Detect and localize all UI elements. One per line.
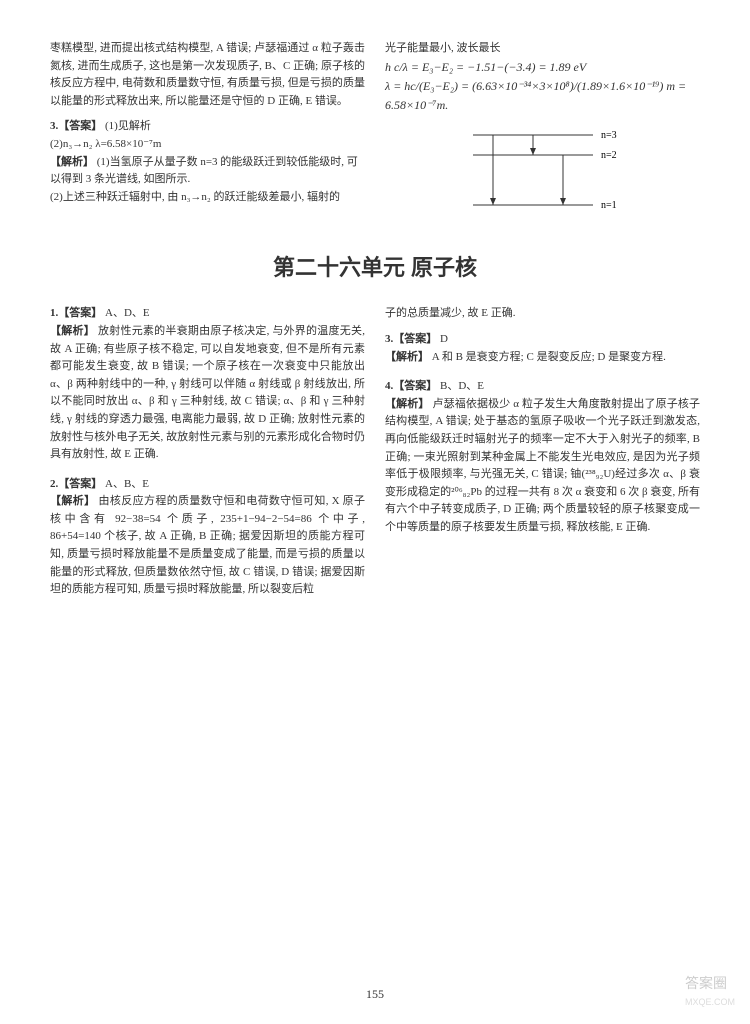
q2-analysis-text: 由核反应方程的质量数守恒和电荷数守恒可知, X 原子核中含有 92−38=54 …	[50, 495, 365, 595]
formula-1: h c/λ = E₃−E₂ = −1.51−(−3.4) = 1.89 eV	[385, 58, 700, 77]
q2-analysis: 【解析】 由核反应方程的质量数守恒和电荷数守恒可知, X 原子核中含有 92−3…	[50, 493, 365, 599]
q3b-analysis: 【解析】 A 和 B 是衰变方程; C 是裂变反应; D 是聚变方程.	[385, 349, 700, 367]
bottom-section: 1.【答案】 A、D、E 【解析】 放射性元素的半衰期由原子核决定, 与外界的温…	[50, 305, 700, 611]
q1-answer-line: 1.【答案】 A、D、E	[50, 305, 365, 323]
watermark-text: 答案圈	[685, 972, 735, 994]
n3-label: n=3	[601, 130, 617, 141]
continuation-paragraph: 枣糕模型, 进而提出核式结构模型, A 错误; 卢瑟福通过 α 粒子轰击氮核, …	[50, 40, 365, 110]
watermark: 答案圈 MXQE.COM	[685, 972, 735, 1009]
formula-2: λ = hc/(E₃−E₂) = (6.63×10⁻³⁴×3×10⁸)/(1.8…	[385, 77, 700, 115]
answer-label: 2.【答案】	[50, 478, 102, 490]
bottom-left-column: 1.【答案】 A、D、E 【解析】 放射性元素的半衰期由原子核决定, 与外界的温…	[50, 305, 365, 611]
q3-answer-line: 3.【答案】 (1)见解析	[50, 118, 365, 136]
question-1: 1.【答案】 A、D、E 【解析】 放射性元素的半衰期由原子核决定, 与外界的温…	[50, 305, 365, 463]
q4-answer-text: B、D、E	[440, 380, 484, 392]
n1-label: n=1	[601, 200, 617, 211]
question-2: 2.【答案】 A、B、E 【解析】 由核反应方程的质量数守恒和电荷数守恒可知, …	[50, 476, 365, 599]
analysis-label: 【解析】	[50, 325, 95, 337]
bottom-right-column: 子的总质量减少, 故 E 正确. 3.【答案】 D 【解析】 A 和 B 是衰变…	[385, 305, 700, 611]
analysis-label: 【解析】	[50, 156, 94, 168]
watermark-sub: MXQE.COM	[685, 995, 735, 1009]
q4-analysis-text: 卢瑟福依据极少 α 粒子发生大角度散射提出了原子核子结构模型, A 错误; 处于…	[385, 398, 700, 533]
answer-label: 4.【答案】	[385, 380, 437, 392]
page-number: 155	[366, 985, 384, 1004]
answer-label: 1.【答案】	[50, 307, 102, 319]
q3b-analysis-text: A 和 B 是衰变方程; C 是裂变反应; D 是聚变方程.	[432, 351, 666, 363]
q3b-answer-text: D	[440, 333, 448, 345]
answer-label: 3.【答案】	[385, 333, 437, 345]
q1-analysis: 【解析】 放射性元素的半衰期由原子核决定, 与外界的温度无关, 故 A 正确; …	[50, 323, 365, 464]
q3-analysis-text1: (1)当氢原子从量子数 n=3 的能级跃迁到较低能级时, 可以得到 3 条光谱线…	[50, 156, 358, 186]
question-3-bottom: 3.【答案】 D 【解析】 A 和 B 是衰变方程; C 是裂变反应; D 是聚…	[385, 331, 700, 366]
q2-answer-line: 2.【答案】 A、B、E	[50, 476, 365, 494]
q4-analysis: 【解析】 卢瑟福依据极少 α 粒子发生大角度散射提出了原子核子结构模型, A 错…	[385, 396, 700, 537]
continuation-right: 子的总质量减少, 故 E 正确.	[385, 305, 700, 323]
q3b-answer-line: 3.【答案】 D	[385, 331, 700, 349]
unit-title: 第二十六单元 原子核	[50, 250, 700, 285]
top-section: 枣糕模型, 进而提出核式结构模型, A 错误; 卢瑟福通过 α 粒子轰击氮核, …	[50, 40, 700, 225]
q2-answer-text: A、B、E	[105, 478, 149, 490]
answer-label: 3.【答案】	[50, 120, 102, 132]
q3-answer-text: (1)见解析	[105, 120, 151, 132]
analysis-label: 【解析】	[385, 351, 429, 363]
top-right-column: 光子能量最小, 波长最长 h c/λ = E₃−E₂ = −1.51−(−3.4…	[385, 40, 700, 225]
energy-level-diagram: n=3 n=2 n=1	[453, 125, 633, 215]
continuation-line: 光子能量最小, 波长最长	[385, 40, 700, 58]
q4-answer-line: 4.【答案】 B、D、E	[385, 378, 700, 396]
q3-analysis-2: (2)上述三种跃迁辐射中, 由 n₃→n₂ 的跃迁能级差最小, 辐射的	[50, 189, 365, 207]
question-4: 4.【答案】 B、D、E 【解析】 卢瑟福依据极少 α 粒子发生大角度散射提出了…	[385, 378, 700, 536]
question-3-top: 3.【答案】 (1)见解析 (2)n₃→n₂ λ=6.58×10⁻⁷m 【解析】…	[50, 118, 365, 206]
q1-analysis-text: 放射性元素的半衰期由原子核决定, 与外界的温度无关, 故 A 正确; 有些原子核…	[50, 325, 365, 460]
n2-label: n=2	[601, 150, 617, 161]
q1-answer-text: A、D、E	[105, 307, 150, 319]
q3-line2: (2)n₃→n₂ λ=6.58×10⁻⁷m	[50, 136, 365, 154]
q3-analysis-1: 【解析】 (1)当氢原子从量子数 n=3 的能级跃迁到较低能级时, 可以得到 3…	[50, 154, 365, 189]
analysis-label: 【解析】	[50, 495, 95, 507]
analysis-label: 【解析】	[385, 398, 430, 410]
top-left-column: 枣糕模型, 进而提出核式结构模型, A 错误; 卢瑟福通过 α 粒子轰击氮核, …	[50, 40, 365, 225]
